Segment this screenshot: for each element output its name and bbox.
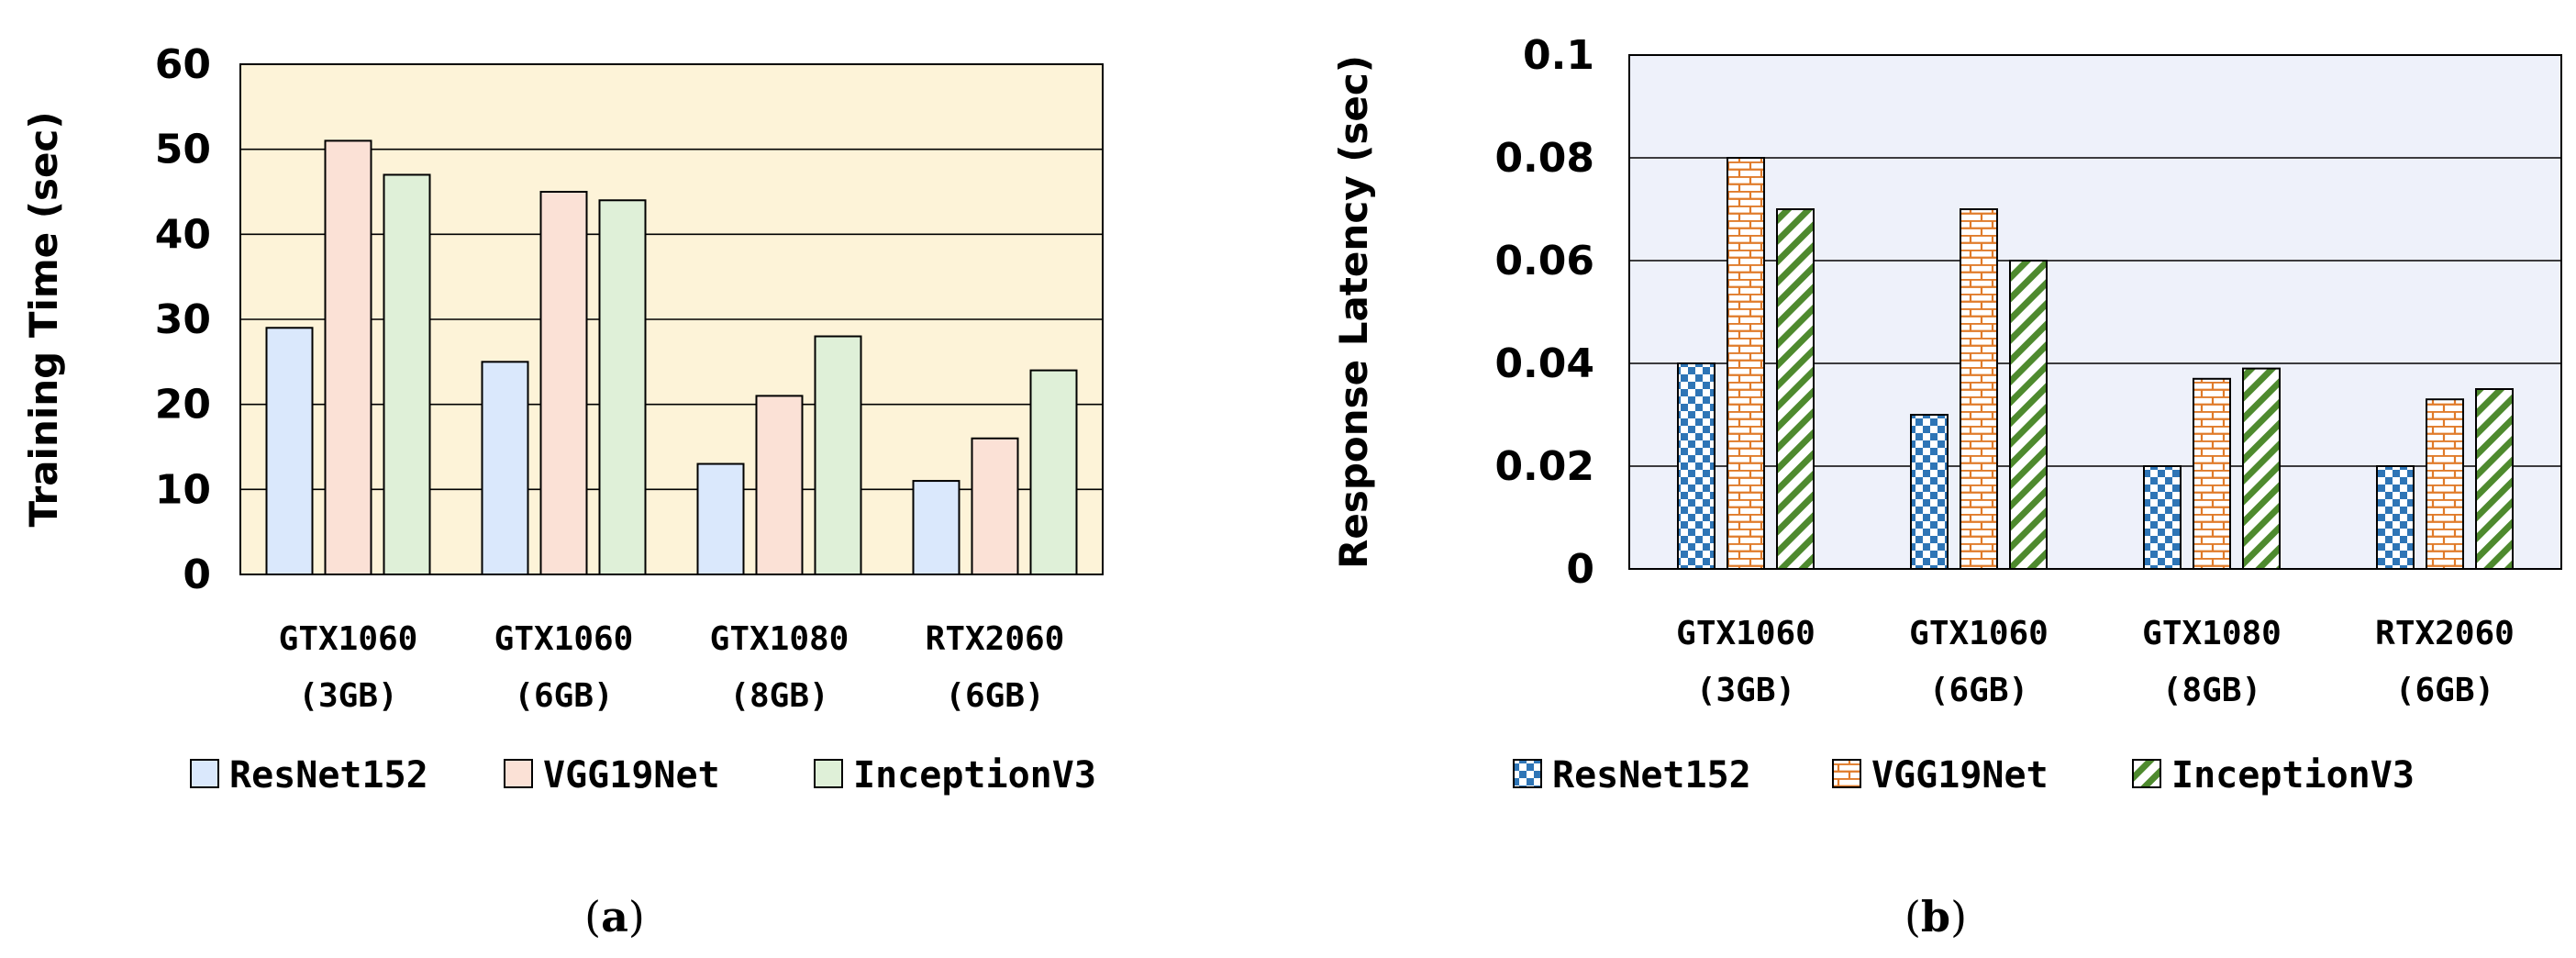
bar-resnet152-4 <box>2376 465 2415 570</box>
legend-swatch-vgg19net <box>504 759 533 788</box>
bar-vgg19net-3 <box>755 395 804 575</box>
bar-vgg19net-4 <box>2426 398 2464 571</box>
bar-inceptionv3-3 <box>2242 367 2281 570</box>
category-label: (8GB) <box>2162 672 2261 709</box>
category-label: GTX1080 <box>2142 615 2282 652</box>
y-tick-label: 0.04 <box>1494 340 1594 387</box>
legend-swatch-resnet152 <box>190 759 219 788</box>
category-label: (6GB) <box>945 677 1044 715</box>
plot-frame-b <box>1628 54 2562 570</box>
category-label: RTX2060 <box>926 620 1065 658</box>
caption-b-letter: b <box>1921 892 1950 941</box>
bar-resnet152-1 <box>265 327 314 575</box>
category-label: GTX1060 <box>494 620 634 658</box>
bar-resnet152-3 <box>2143 465 2182 570</box>
plot-area-b <box>1629 55 2561 569</box>
bar-vgg19net-2 <box>1960 208 1998 570</box>
y-tick-label: 20 <box>155 382 211 429</box>
category-label: (6GB) <box>514 677 613 715</box>
y-tick-label: 0.02 <box>1494 443 1594 490</box>
bar-inceptionv3-1 <box>383 173 431 575</box>
bar-inceptionv3-4 <box>2475 388 2514 570</box>
legend-swatch-resnet152 <box>1513 759 1542 788</box>
bar-inceptionv3-4 <box>1029 369 1078 575</box>
bar-vgg19net-1 <box>1727 157 1765 570</box>
bars-a <box>265 139 1078 576</box>
bar-resnet152-2 <box>1910 414 1949 570</box>
category-label: GTX1080 <box>710 620 849 658</box>
y-axis-label-a: Training Time (sec) <box>21 111 66 527</box>
y-tick-label: 30 <box>155 296 211 343</box>
y-tick-label: 10 <box>155 466 211 513</box>
legend-label: VGG19Net <box>543 754 720 796</box>
caption-a-letter: a <box>601 892 628 941</box>
category-label: RTX2060 <box>2375 615 2515 652</box>
chart-b: 00.020.040.060.080.1 GTX1060(3GB)GTX1060… <box>1331 32 2562 941</box>
category-labels-a: GTX1060 (3GB) GTX1060 (6GB) GTX1080 (8GB) RTX2… <box>279 620 1065 715</box>
category-label: GTX1060 <box>1909 615 2049 652</box>
legend-swatch-vgg19net <box>1832 759 1861 788</box>
caption-a: (a) <box>584 892 645 941</box>
bar-resnet152-2 <box>481 361 529 576</box>
legend-b: ResNet152 VGG19Net InceptionV3 <box>1513 754 2415 796</box>
category-label: GTX1060 <box>1676 615 1815 652</box>
legend-label: ResNet152 <box>1552 754 1751 796</box>
legend-a: ResNet152 VGG19Net InceptionV3 <box>190 754 1096 796</box>
category-labels-b: GTX1060 (3GB) GTX1060 (6GB) GTX1080 (8GB) RTX2… <box>1676 615 2515 709</box>
legend-swatch-inceptionv3 <box>814 759 843 788</box>
y-tick-label: 0 <box>1566 546 1594 593</box>
bar-vgg19net-3 <box>2193 377 2231 570</box>
legend-label: VGG19Net <box>1871 754 2049 796</box>
bar-inceptionv3-1 <box>1776 208 1815 570</box>
y-tick-label: 0.1 <box>1523 32 1594 79</box>
legend-swatch-inceptionv3 <box>2132 759 2161 788</box>
y-tick-labels-b: 0 0.02 0.04 0.06 0.08 0.1 <box>1494 32 1594 593</box>
bar-inceptionv3-2 <box>2009 260 2048 570</box>
bar-inceptionv3-2 <box>598 199 647 575</box>
bar-vgg19net-1 <box>324 139 372 575</box>
legend-label: InceptionV3 <box>2171 754 2415 796</box>
y-tick-label: 60 <box>155 41 211 88</box>
legend-label: ResNet152 <box>229 754 428 796</box>
y-tick-label: 50 <box>155 127 211 173</box>
y-axis-label-b: Response Latency (sec) <box>1331 55 1376 569</box>
legend-label: InceptionV3 <box>853 754 1096 796</box>
bar-resnet152-3 <box>696 462 745 575</box>
y-tick-label: 0 <box>183 551 211 598</box>
y-tick-label: 40 <box>155 211 211 258</box>
category-label: (6GB) <box>2395 672 2494 709</box>
caption-b: (b) <box>1904 892 1967 941</box>
category-label: (6GB) <box>1929 672 2028 709</box>
category-label: (3GB) <box>1696 672 1795 709</box>
bar-resnet152-4 <box>912 480 960 575</box>
bar-vgg19net-2 <box>539 191 588 575</box>
category-label: GTX1060 <box>279 620 418 658</box>
bar-resnet152-1 <box>1677 362 1715 570</box>
y-tick-label: 0.06 <box>1494 238 1594 284</box>
category-label: (8GB) <box>729 677 828 715</box>
bar-inceptionv3-3 <box>814 335 862 575</box>
plot-frame-a <box>239 63 1104 575</box>
y-tick-labels-a: 0 10 20 30 40 50 60 <box>155 41 211 598</box>
bar-vgg19net-4 <box>971 437 1019 575</box>
category-label: (3GB) <box>298 677 397 715</box>
y-tick-label: 0.08 <box>1494 135 1594 182</box>
